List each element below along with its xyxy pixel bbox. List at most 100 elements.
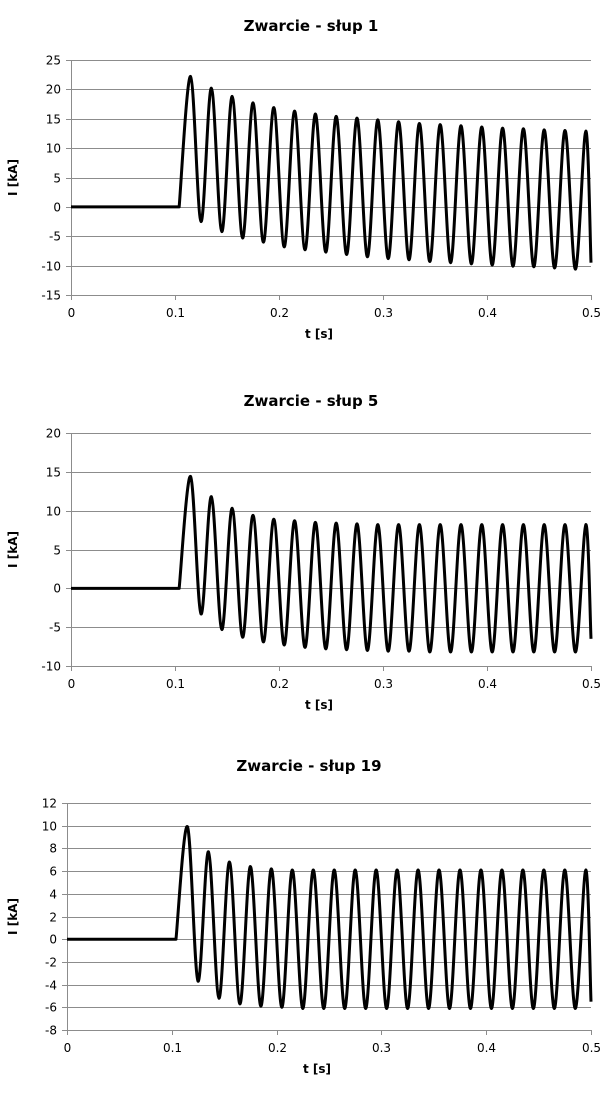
data-point [273,106,275,108]
y-axis-label: I [kA] [6,531,20,568]
data-point [221,628,223,630]
data-point [314,521,316,523]
data-point [260,1005,262,1007]
data-point [291,869,293,871]
data-point [345,648,347,650]
chart-2: Zwarcie - słup 5 -10 -5 0 5 10 15 20 0 0.1 0.2 0.3 0… [6,392,601,712]
series-line [71,474,593,654]
y-tick-label: 5 [53,172,61,186]
data-point [439,123,441,125]
data-point [417,869,419,871]
data-point [512,651,514,653]
x-tick-label: 0.2 [270,306,289,320]
data-point [396,869,398,871]
x-axis-label: t [s] [305,698,333,712]
y-tick-label: -15 [41,289,61,303]
y-tick-label: -5 [49,230,61,244]
data-point [325,251,327,253]
data-point [480,869,482,871]
data-point [501,869,503,871]
data-point [543,523,545,525]
y-tick-label: -5 [49,621,61,635]
data-point [543,129,545,131]
y-tick-label: 10 [46,505,61,519]
x-tick-label: 0 [68,677,76,691]
x-tick-label: 0.4 [478,677,497,691]
data-point [283,644,285,646]
data-point [470,263,472,265]
data-point [210,87,212,89]
data-point [574,268,576,270]
data-point [397,523,399,525]
data-point [574,651,576,653]
data-point [564,869,566,871]
data-point [221,230,223,232]
data-point [574,1007,576,1009]
y-tick-label: -8 [45,1024,57,1038]
data-point [512,265,514,267]
data-point [345,253,347,255]
data-point [408,259,410,261]
y-tick-label: 20 [46,83,61,97]
data-point [564,129,566,131]
x-tick-label: 0.1 [166,677,185,691]
x-tick-label: 0.5 [582,1041,601,1055]
data-point [439,523,441,525]
data-point [564,523,566,525]
x-tick-label: 0.1 [166,306,185,320]
data-point [356,523,358,525]
data-point [460,125,462,127]
data-point [281,1006,283,1008]
data-point [249,865,251,867]
data-point [522,869,524,871]
data-point [333,869,335,871]
data-point [252,514,254,516]
data-point [239,1003,241,1005]
data-point [189,475,191,477]
data-point [218,997,220,999]
data-point [231,95,233,97]
data-point [553,267,555,269]
data-point [449,651,451,653]
data-point [314,113,316,115]
x-tick-label: 0.3 [374,306,393,320]
data-point [522,128,524,130]
series-line [67,825,593,1010]
data-point [262,241,264,243]
y-tick-label: 0 [53,582,61,596]
data-point [344,1007,346,1009]
data-point [283,246,285,248]
data-point [178,206,180,208]
x-tick-label: 0 [68,306,76,320]
x-tick-label: 0.2 [270,677,289,691]
data-point [335,522,337,524]
data-point [66,938,68,940]
y-tick-label: 0 [49,933,57,947]
series-line [71,74,593,271]
data-point [585,869,587,871]
data-point [481,126,483,128]
data-point [210,495,212,497]
data-point [481,523,483,525]
data-point [293,110,295,112]
y-tick-label: -4 [45,979,57,993]
data-point [323,1007,325,1009]
data-point [387,257,389,259]
x-axis-label: t [s] [303,1062,331,1076]
data-point [501,127,503,129]
x-tick-label: 0.2 [268,1041,287,1055]
data-point [470,651,472,653]
data-point [408,650,410,652]
data-point [522,523,524,525]
x-tick-label: 0.4 [477,1041,496,1055]
y-tick-label: -2 [45,956,57,970]
data-point [364,1007,366,1009]
data-point [241,636,243,638]
data-point [406,1007,408,1009]
data-point [178,587,180,589]
data-point [590,638,592,640]
data-point [501,523,503,525]
data-point [491,264,493,266]
data-point [397,120,399,122]
